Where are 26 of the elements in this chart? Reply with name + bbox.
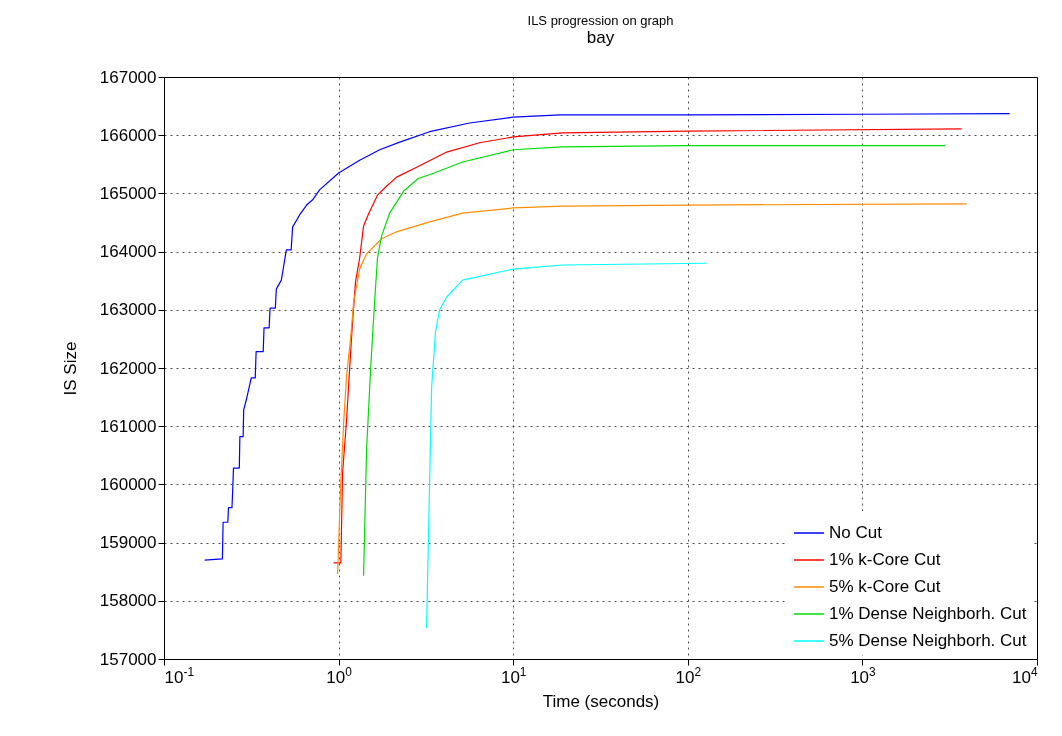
y-axis-title: IS Size xyxy=(60,341,80,396)
legend-label: 5% Dense Neighborh. Cut xyxy=(829,631,1027,650)
y-tick-label: 157000 xyxy=(99,649,157,669)
x-tick-label: 10$^{3}$ xyxy=(850,664,877,687)
x-axis-title: Time (seconds) xyxy=(542,691,660,711)
y-tick-label: 160000 xyxy=(99,474,157,494)
y-tick-label: 162000 xyxy=(99,358,157,378)
x-tick-label: 10$^{-1}$ xyxy=(164,664,195,687)
x-tick-label: 10$^{1}$ xyxy=(500,664,527,687)
y-tick-label: 163000 xyxy=(99,300,157,320)
y-tick-label: 166000 xyxy=(99,125,157,145)
legend-label: No Cut xyxy=(829,523,883,542)
chart-title: ILS progression on graph xyxy=(527,13,674,28)
x-tick-label: 10$^{2}$ xyxy=(675,664,702,687)
chart-subtitle: bay xyxy=(586,28,615,47)
legend-label: 5% k-Core Cut xyxy=(829,577,941,596)
y-tick-label: 165000 xyxy=(99,183,157,203)
legend-label: 1% k-Core Cut xyxy=(829,550,941,569)
y-tick-label: 164000 xyxy=(99,242,157,262)
x-tick-label: 10$^{4}$ xyxy=(1011,664,1038,687)
legend-label: 1% Dense Neighborh. Cut xyxy=(829,604,1027,623)
y-tick-label: 159000 xyxy=(99,533,157,553)
x-tick-label: 10$^{0}$ xyxy=(326,664,353,687)
y-tick-label: 158000 xyxy=(99,591,157,611)
y-tick-label: 161000 xyxy=(99,416,157,436)
y-tick-label: 167000 xyxy=(99,67,157,87)
